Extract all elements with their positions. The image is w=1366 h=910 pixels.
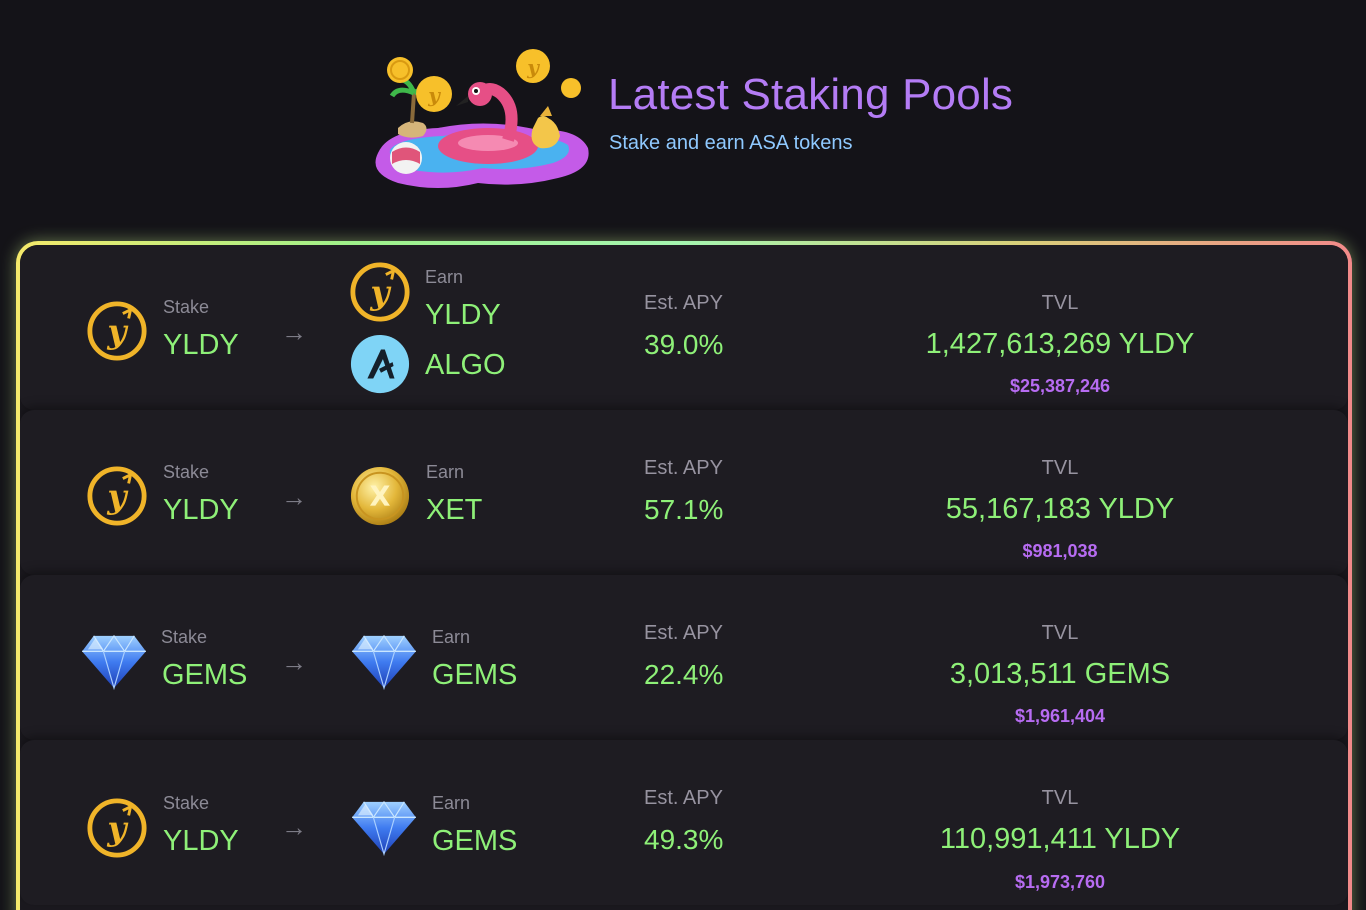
pools-panel: Stake YLDY → Earn YLDY ALGO Est. APY 39.… — [16, 241, 1352, 910]
stake-token: YLDY — [163, 825, 239, 857]
apy-value: 39.0% — [644, 329, 724, 360]
gem-icon — [80, 632, 148, 690]
flamingo-pool-illustration: y y — [375, 49, 589, 188]
stake-token: YLDY — [163, 494, 239, 526]
stake-token: YLDY — [163, 329, 239, 361]
page-title: Latest Staking Pools — [608, 70, 1014, 119]
earn-token: YLDY — [425, 299, 501, 331]
page-subtitle: Stake and earn ASA tokens — [609, 132, 853, 154]
stake-label: Stake — [163, 793, 210, 813]
arrow-right-icon: → — [281, 647, 307, 677]
earn-label: Earn — [426, 462, 465, 482]
svg-text:y: y — [427, 83, 441, 107]
apy-label: Est. APY — [644, 292, 723, 314]
earn-label: Earn — [425, 267, 464, 287]
apy-value: 49.3% — [644, 824, 724, 855]
tvl-label: TVL — [1041, 787, 1079, 809]
yldy-coin-icon — [349, 261, 411, 323]
yldy-coin-icon — [86, 797, 148, 859]
tvl-value: 110,991,411 YLDY — [939, 823, 1181, 855]
stake-token: GEMS — [162, 659, 248, 691]
gem-icon — [350, 632, 418, 690]
stake-label: Stake — [163, 462, 210, 482]
earn-label: Earn — [432, 793, 471, 813]
earn-label: Earn — [432, 627, 471, 647]
tvl-label: TVL — [1041, 292, 1079, 314]
pool-row-yldy-yldy-algo[interactable]: Stake YLDY → Earn YLDY ALGO Est. APY 39.… — [20, 245, 1348, 410]
tvl-value: 3,013,511 GEMS — [949, 658, 1171, 690]
pool-row-gems-gems[interactable]: Stake GEMS → Earn GEMS Est. APY 22.4% TV… — [20, 575, 1348, 740]
apy-label: Est. APY — [644, 622, 723, 644]
earn-token: ALGO — [425, 349, 506, 381]
tvl-label: TVL — [1041, 622, 1079, 644]
arrow-right-icon: → — [281, 482, 307, 512]
tvl-value: 55,167,183 YLDY — [945, 493, 1175, 525]
earn-token: GEMS — [432, 825, 518, 857]
gem-icon — [350, 798, 418, 856]
yldy-coin-icon — [86, 300, 148, 362]
algo-coin-icon — [349, 333, 411, 395]
arrow-right-icon: → — [281, 812, 307, 842]
earn-token: XET — [426, 494, 483, 526]
pool-row-yldy-xet[interactable]: Stake YLDY → Earn XET Est. APY 57.1% TVL… — [20, 410, 1348, 575]
svg-text:y: y — [526, 55, 540, 79]
tvl-label: TVL — [1041, 457, 1079, 479]
arrow-right-icon: → — [281, 317, 307, 347]
tvl-value: 1,427,613,269 YLDY — [925, 328, 1195, 360]
tvl-usd-value: $981,038 — [1022, 541, 1098, 561]
yldy-coin-icon — [86, 465, 148, 527]
tvl-usd-value: $25,387,246 — [1009, 376, 1111, 396]
stake-label: Stake — [161, 627, 208, 647]
apy-label: Est. APY — [644, 787, 723, 809]
apy-value: 22.4% — [644, 659, 724, 690]
apy-value: 57.1% — [644, 494, 724, 525]
pool-row-yldy-gems[interactable]: Stake YLDY → Earn GEMS Est. APY 49.3% TV… — [20, 740, 1348, 905]
xet-coin-icon — [349, 465, 411, 527]
stake-label: Stake — [163, 297, 210, 317]
pools-list: Stake YLDY → Earn YLDY ALGO Est. APY 39.… — [20, 245, 1348, 910]
earn-token: GEMS — [432, 659, 518, 691]
tvl-usd-value: $1,973,760 — [1014, 872, 1106, 892]
tvl-usd-value: $1,961,404 — [1014, 706, 1106, 726]
apy-label: Est. APY — [644, 457, 723, 479]
